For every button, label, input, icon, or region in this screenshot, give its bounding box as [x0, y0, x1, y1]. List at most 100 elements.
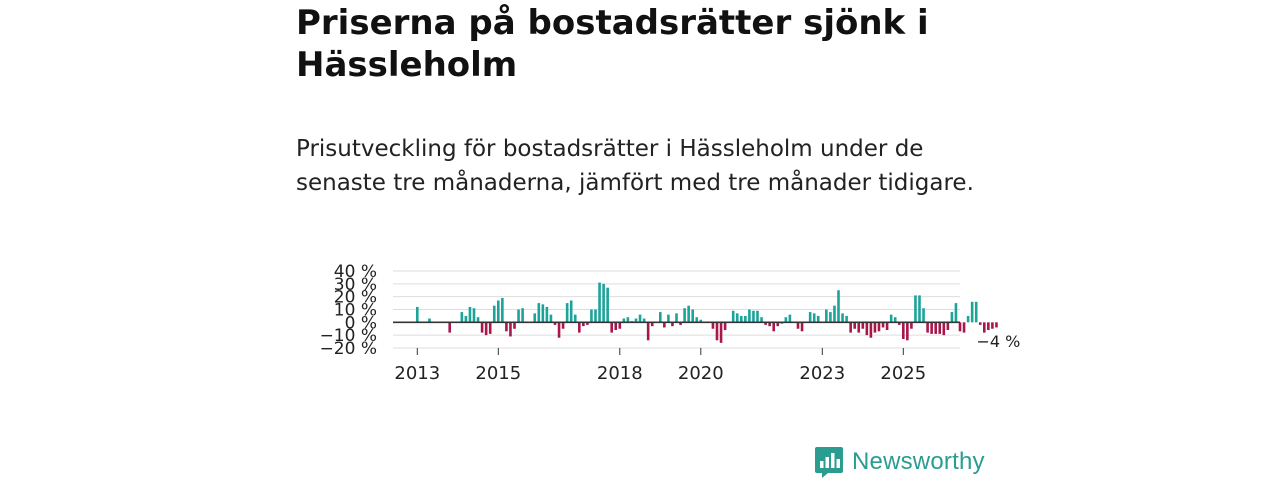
x-tick-label: 2015 [475, 363, 521, 384]
bar [675, 313, 678, 323]
bar [614, 322, 618, 331]
bar [497, 300, 500, 323]
newsworthy-brand[interactable]: Newsworthy [814, 444, 985, 480]
bar [573, 314, 577, 323]
bar [565, 303, 569, 323]
x-tick-label: 2025 [880, 363, 926, 384]
bar [578, 322, 581, 333]
bar [942, 322, 946, 336]
bar [853, 322, 856, 329]
x-tick-label: 2013 [394, 363, 440, 384]
bar [642, 318, 646, 323]
bar [634, 318, 638, 323]
bar [541, 304, 545, 323]
bar [448, 322, 451, 333]
bar [626, 317, 630, 323]
bar [744, 315, 747, 323]
bar [922, 308, 925, 323]
bar [861, 322, 865, 329]
bar [796, 322, 800, 329]
bar [723, 322, 727, 331]
bar [893, 317, 897, 323]
bar [590, 309, 593, 323]
bar [857, 322, 861, 333]
bar [772, 322, 775, 332]
y-tick-label: 40 % [334, 262, 377, 282]
y-tick-label: −20 % [320, 339, 377, 359]
bar [930, 322, 933, 334]
bar [987, 322, 990, 331]
last-value-annotation: −4 % [976, 332, 1020, 351]
bar [991, 322, 994, 329]
bar [910, 322, 913, 329]
bar [869, 322, 873, 338]
bar [683, 308, 686, 323]
bar [808, 312, 812, 323]
bar [545, 306, 549, 323]
bar [719, 322, 723, 343]
bar [513, 322, 516, 329]
y-tick-label: 10 % [334, 301, 377, 321]
bar [764, 322, 767, 325]
bar [845, 315, 848, 323]
bar [699, 319, 703, 323]
bar [549, 314, 553, 323]
bar [926, 322, 929, 333]
bar [715, 322, 719, 341]
bar [667, 314, 670, 323]
bar [934, 322, 937, 334]
bar [731, 310, 735, 323]
bar [897, 322, 901, 325]
bar [978, 322, 982, 325]
bar [505, 322, 508, 332]
bar [509, 322, 512, 337]
bar [962, 322, 966, 333]
newsworthy-logo-icon [815, 447, 843, 478]
bar [881, 322, 885, 328]
chart-subtitle: Prisutveckling för bostadsrätter i Hässl… [296, 136, 974, 196]
bar [484, 322, 488, 336]
bar [537, 303, 541, 323]
bar [606, 287, 609, 323]
bar [995, 322, 998, 328]
bar [768, 322, 771, 327]
brand-name: Newsworthy [852, 448, 985, 475]
bar [476, 317, 480, 323]
bar [950, 312, 954, 323]
bar [646, 322, 650, 341]
bar [594, 309, 597, 323]
bar [521, 308, 524, 323]
bar [533, 313, 537, 323]
bar [800, 322, 804, 332]
bar [877, 322, 881, 332]
bar [492, 305, 496, 323]
bar [760, 317, 763, 323]
bar [918, 295, 921, 323]
bar [679, 322, 682, 325]
bar [691, 309, 694, 323]
y-tick-label: −10 % [320, 326, 377, 346]
bar [938, 322, 942, 334]
bar [946, 322, 950, 331]
bar [460, 312, 464, 323]
bar [902, 322, 905, 340]
y-tick-label: 0 % [345, 313, 377, 333]
y-tick-label: 20 % [334, 288, 377, 308]
bar [557, 322, 561, 338]
bar [914, 295, 917, 323]
bar [622, 318, 626, 323]
bar [865, 322, 869, 336]
bar [472, 308, 476, 323]
bar [825, 309, 828, 323]
bar [480, 322, 484, 333]
bar [784, 317, 788, 323]
bar [812, 313, 816, 323]
bar [776, 322, 780, 327]
x-tick-label: 2020 [678, 363, 724, 384]
x-tick-label: 2023 [799, 363, 845, 384]
bar [610, 322, 613, 333]
bar [837, 290, 840, 323]
bar [974, 301, 978, 323]
bar [687, 305, 690, 323]
x-tick-label: 2018 [597, 363, 643, 384]
